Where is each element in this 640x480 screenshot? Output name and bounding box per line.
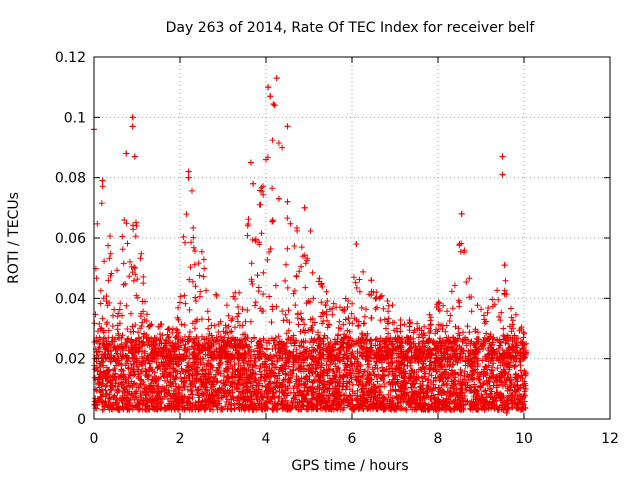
x-tick-label: 2 [176, 431, 185, 447]
roti-point [129, 123, 136, 130]
axis-ticks: 0 2 4 6 8 10 12 0 0.02 0.04 0.06 0.08 0.1 0.12 [55, 50, 619, 447]
x-tick-label: 8 [434, 431, 443, 447]
roti-point [129, 114, 136, 121]
y-tick-label: 0 [77, 412, 86, 428]
y-tick-label: 0.06 [55, 231, 86, 247]
x-tick-label: 12 [601, 431, 619, 447]
grid-lines [94, 57, 610, 419]
roti-point [247, 159, 254, 166]
roti-point [185, 168, 192, 175]
roti-point [503, 409, 510, 416]
roti-point [458, 210, 465, 217]
roti-point [456, 241, 463, 248]
roti-point [273, 75, 280, 82]
roti-point [284, 198, 291, 205]
roti-point [301, 204, 308, 211]
x-tick-label: 10 [515, 431, 533, 447]
roti-point [185, 174, 192, 181]
y-tick-label: 0.12 [55, 50, 86, 66]
roti-point [123, 150, 130, 157]
roti-point [99, 177, 106, 184]
y-tick-label: 0.04 [55, 291, 86, 307]
roti-point [250, 180, 257, 187]
data-points [91, 75, 530, 416]
roti-point [353, 241, 360, 248]
roti-point [499, 171, 506, 178]
x-tick-label: 0 [90, 431, 99, 447]
roti-point [275, 195, 282, 202]
roti-point [267, 93, 274, 100]
y-tick-label: 0.02 [55, 352, 86, 368]
roti-point [501, 262, 508, 269]
roti-point [263, 156, 269, 163]
y-tick-label: 0.1 [64, 110, 86, 126]
roti-point [265, 84, 272, 91]
roti-point [271, 102, 278, 109]
y-tick-label: 0.08 [55, 171, 86, 187]
x-tick-label: 6 [348, 431, 357, 447]
roti-point-markers [91, 75, 530, 416]
x-tick-label: 4 [262, 431, 271, 447]
roti-point [131, 153, 138, 160]
x-axis-label: GPS time / hours [291, 458, 408, 474]
roti-point [499, 153, 506, 160]
roti-point [284, 123, 291, 130]
y-axis-label: ROTI / TECUs [6, 192, 22, 284]
chart-title: Day 263 of 2014, Rate Of TEC Index for r… [166, 20, 536, 36]
roti-point [368, 277, 375, 284]
